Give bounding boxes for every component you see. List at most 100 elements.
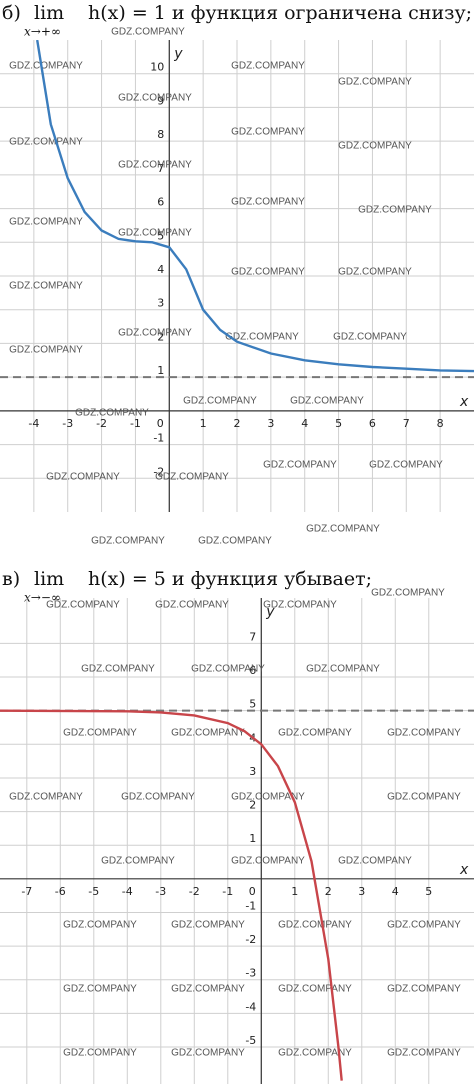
y-tick-label: -1	[245, 899, 256, 912]
y-tick-label: 1	[249, 832, 256, 845]
watermark: GDZ.COMPANY	[371, 588, 445, 599]
watermark: GDZ.COMPANY	[231, 267, 305, 278]
watermark: GDZ.COMPANY	[290, 396, 364, 407]
y-tick-label: 5	[249, 698, 256, 711]
watermark: GDZ.COMPANY	[9, 137, 83, 148]
x-tick-label: 6	[369, 417, 376, 430]
watermark: GDZ.COMPANY	[387, 920, 461, 931]
x-axis-label: x	[459, 862, 469, 878]
watermark: GDZ.COMPANY	[231, 61, 305, 72]
y-tick-label: 10	[150, 61, 164, 74]
y-tick-label: 3	[249, 765, 256, 778]
title-sub: x→−∞	[24, 591, 61, 605]
watermark: GDZ.COMPANY	[111, 27, 185, 38]
watermark: GDZ.COMPANY	[278, 920, 352, 931]
x-tick-label: 2	[325, 885, 332, 898]
watermark: GDZ.COMPANY	[306, 524, 380, 535]
watermark: GDZ.COMPANY	[9, 61, 83, 72]
watermark: GDZ.COMPANY	[338, 267, 412, 278]
x-tick-label: -5	[88, 885, 99, 898]
y-tick-label: -2	[245, 933, 256, 946]
y-tick-label: -3	[245, 967, 256, 980]
watermark: GDZ.COMPANY	[171, 728, 245, 739]
curve	[36, 40, 474, 373]
y-tick-label: 1	[157, 364, 164, 377]
watermark: GDZ.COMPANY	[91, 536, 165, 547]
watermark: GDZ.COMPANY	[338, 77, 412, 88]
y-tick-label: 7	[157, 162, 164, 175]
y-tick-label: -4	[245, 1000, 256, 1013]
watermark: GDZ.COMPANY	[387, 728, 461, 739]
x-tick-label: 3	[358, 885, 365, 898]
y-axis-label: y	[173, 46, 183, 62]
y-axis-label: y	[265, 604, 275, 620]
y-tick-label: 2	[157, 330, 164, 343]
watermark: GDZ.COMPANY	[306, 664, 380, 675]
x-tick-label: 5	[335, 417, 342, 430]
watermark: GDZ.COMPANY	[278, 728, 352, 739]
x-tick-label: -7	[21, 885, 32, 898]
watermark: GDZ.COMPANY	[63, 984, 137, 995]
x-tick-label: -2	[189, 885, 200, 898]
y-tick-label: 4	[157, 263, 164, 276]
watermark: GDZ.COMPANY	[191, 664, 265, 675]
watermark: GDZ.COMPANY	[9, 281, 83, 292]
y-tick-label: 9	[157, 94, 164, 107]
watermark: GDZ.COMPANY	[118, 228, 192, 239]
y-tick-label: -2	[153, 465, 164, 478]
watermark: GDZ.COMPANY	[263, 460, 337, 471]
watermark: GDZ.COMPANY	[63, 728, 137, 739]
x-tick-label: 0	[249, 885, 256, 898]
title-prefix: б)	[2, 2, 21, 24]
watermark: GDZ.COMPANY	[231, 856, 305, 867]
title-lim: lim	[34, 568, 64, 590]
y-tick-label: 2	[249, 799, 256, 812]
y-tick-label: 6	[249, 664, 256, 677]
x-tick-label: 1	[200, 417, 207, 430]
watermark: GDZ.COMPANY	[171, 1048, 245, 1059]
watermark: GDZ.COMPANY	[46, 600, 120, 611]
watermark: GDZ.COMPANY	[171, 984, 245, 995]
y-tick-label: 6	[157, 196, 164, 209]
watermark: GDZ.COMPANY	[387, 792, 461, 803]
x-tick-label: 1	[291, 885, 298, 898]
watermark: GDZ.COMPANY	[155, 600, 229, 611]
watermark: GDZ.COMPANY	[75, 408, 149, 419]
x-tick-label: -4	[28, 417, 39, 430]
x-tick-label: -6	[55, 885, 66, 898]
watermark: GDZ.COMPANY	[101, 856, 175, 867]
x-tick-label: -4	[122, 885, 133, 898]
watermark: GDZ.COMPANY	[118, 328, 192, 339]
x-tick-label: -3	[62, 417, 73, 430]
x-tick-label: 4	[301, 417, 308, 430]
x-tick-label: 3	[267, 417, 274, 430]
x-tick-label: -2	[96, 417, 107, 430]
watermark: GDZ.COMPANY	[369, 460, 443, 471]
x-tick-label: 0	[157, 417, 164, 430]
watermark: GDZ.COMPANY	[333, 332, 407, 343]
watermark: GDZ.COMPANY	[155, 472, 229, 483]
watermark: GDZ.COMPANY	[231, 197, 305, 208]
watermark: GDZ.COMPANY	[121, 792, 195, 803]
x-tick-label: -1	[222, 885, 233, 898]
y-tick-label: -5	[245, 1034, 256, 1047]
watermark: GDZ.COMPANY	[198, 536, 272, 547]
watermark: GDZ.COMPANY	[387, 984, 461, 995]
watermark: GDZ.COMPANY	[9, 217, 83, 228]
watermark: GDZ.COMPANY	[278, 1048, 352, 1059]
title-lim: lim	[34, 2, 64, 24]
y-tick-label: 8	[157, 128, 164, 141]
watermark: GDZ.COMPANY	[231, 127, 305, 138]
y-tick-label: 5	[157, 229, 164, 242]
watermark: GDZ.COMPANY	[171, 920, 245, 931]
watermark: GDZ.COMPANY	[358, 205, 432, 216]
x-tick-label: 7	[403, 417, 410, 430]
x-tick-label: -3	[155, 885, 166, 898]
title-prefix: в)	[2, 568, 20, 590]
watermark: GDZ.COMPANY	[387, 1048, 461, 1059]
watermark: GDZ.COMPANY	[278, 984, 352, 995]
title-sub: x→+∞	[24, 25, 61, 39]
watermark: GDZ.COMPANY	[9, 345, 83, 356]
x-tick-label: 4	[392, 885, 399, 898]
